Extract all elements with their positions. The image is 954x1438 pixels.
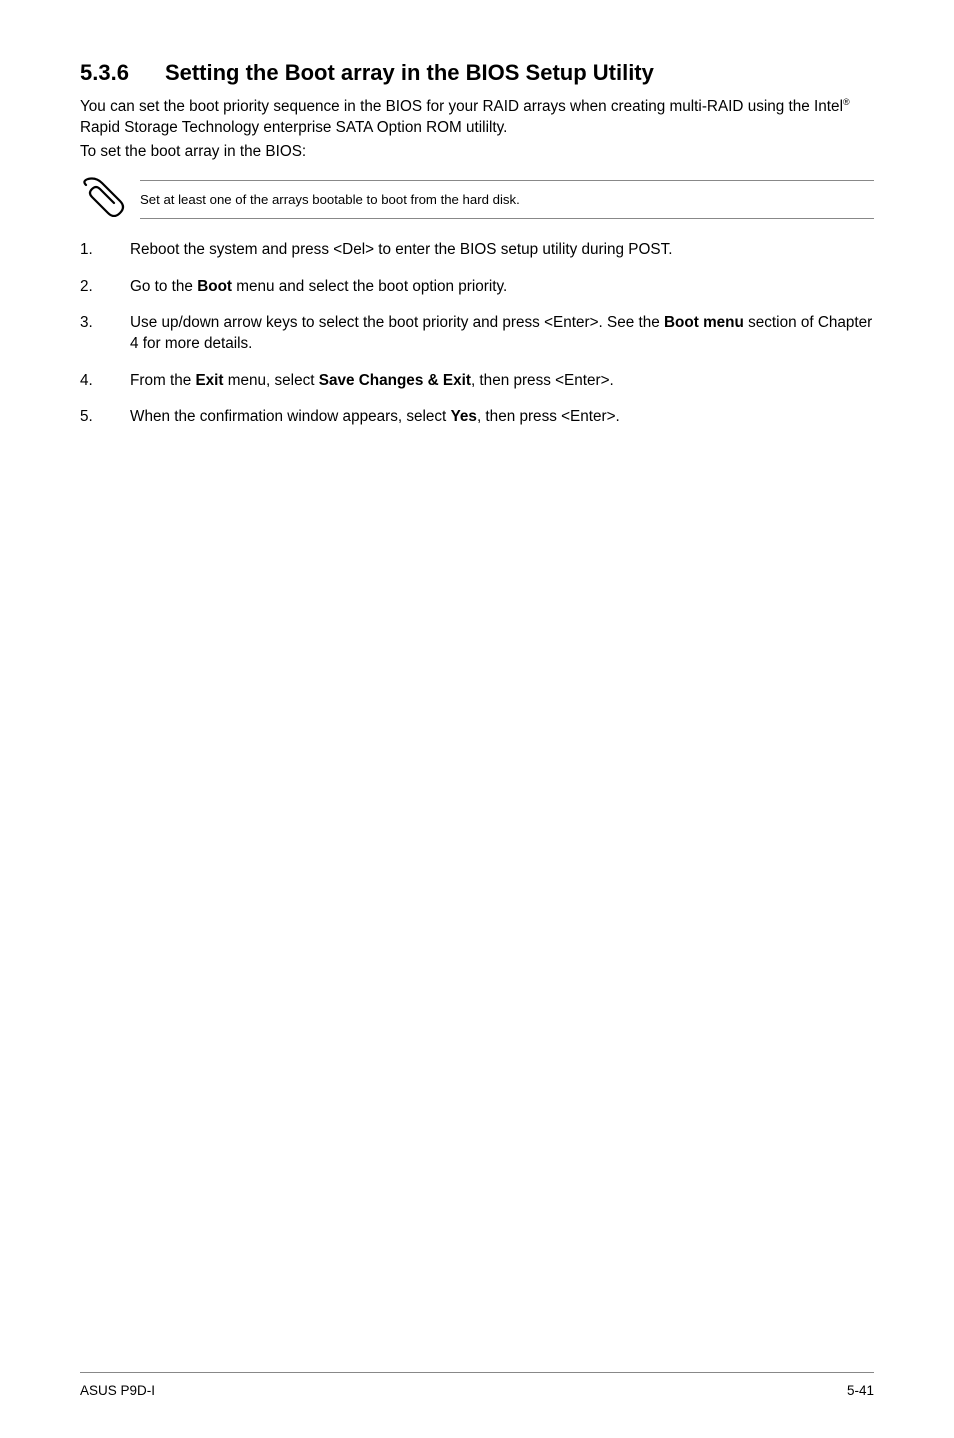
step-text-bold: Exit [195, 372, 223, 389]
intro-subline: To set the boot array in the BIOS: [80, 142, 874, 163]
section-heading: 5.3.6 Setting the Boot array in the BIOS … [80, 60, 874, 86]
step-text-bold: Save Changes & Exit [319, 372, 471, 389]
page: 5.3.6 Setting the Boot array in the BIOS … [0, 0, 954, 1438]
step-item: Go to the Boot menu and select the boot … [80, 277, 874, 298]
step-text-bold: Yes [451, 408, 477, 425]
step-text: , then press <Enter>. [471, 372, 614, 389]
step-item: From the Exit menu, select Save Changes … [80, 371, 874, 392]
step-text-bold: Boot menu [664, 314, 744, 331]
page-footer: ASUS P9D-I 5-41 [80, 1372, 874, 1398]
footer-right: 5-41 [847, 1383, 874, 1398]
step-item: When the confirmation window appears, se… [80, 407, 874, 428]
paperclip-note-icon [80, 177, 128, 222]
intro-text-post: Rapid Storage Technology enterprise SATA… [80, 119, 507, 136]
step-text: Use up/down arrow keys to select the boo… [130, 314, 664, 331]
step-text: Go to the [130, 278, 197, 295]
step-item: Use up/down arrow keys to select the boo… [80, 313, 874, 354]
step-text: When the confirmation window appears, se… [130, 408, 451, 425]
step-item: Reboot the system and press <Del> to ent… [80, 240, 874, 261]
step-text: Reboot the system and press <Del> to ent… [130, 241, 672, 258]
step-text: From the [130, 372, 195, 389]
section-title: Setting the Boot array in the BIOS Setup… [165, 60, 654, 85]
note-block: Set at least one of the arrays bootable … [80, 177, 874, 222]
note-icon-wrap [80, 177, 140, 222]
content-area: 5.3.6 Setting the Boot array in the BIOS … [80, 60, 874, 1372]
intro-paragraph: You can set the boot priority sequence i… [80, 96, 874, 138]
footer-left: ASUS P9D-I [80, 1383, 155, 1398]
section-number: 5.3.6 [80, 60, 129, 86]
steps-list: Reboot the system and press <Del> to ent… [80, 240, 874, 428]
step-text: menu, select [224, 372, 319, 389]
step-text: menu and select the boot option priority… [232, 278, 507, 295]
step-text-bold: Boot [197, 278, 232, 295]
registered-symbol: ® [843, 97, 850, 107]
note-text: Set at least one of the arrays bootable … [140, 180, 874, 219]
intro-text-pre: You can set the boot priority sequence i… [80, 98, 843, 115]
step-text: , then press <Enter>. [477, 408, 620, 425]
